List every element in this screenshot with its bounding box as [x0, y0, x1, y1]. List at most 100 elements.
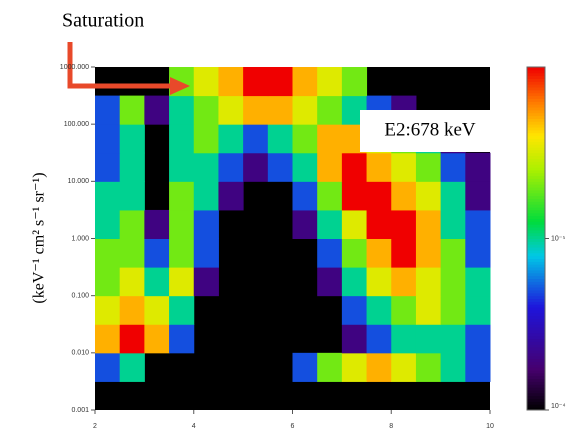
- cell: [366, 352, 392, 382]
- colorbar-step: [527, 344, 545, 348]
- cell: [292, 209, 318, 239]
- colorbar-step: [527, 72, 545, 77]
- cell: [292, 67, 318, 97]
- colorbar-step: [527, 338, 545, 342]
- cell: [317, 124, 343, 154]
- colorbar-step: [527, 341, 545, 345]
- colorbar: 10⁻⁴ 10⁻⁵: [526, 66, 566, 411]
- cell: [341, 267, 368, 297]
- annotation-box: [360, 110, 500, 152]
- colorbar-step: [527, 201, 545, 205]
- cell: [119, 152, 145, 182]
- colorbar-step: [527, 295, 545, 300]
- cell: [169, 209, 195, 239]
- cell: [415, 267, 442, 297]
- colorbar-step: [527, 84, 545, 88]
- cell: [440, 267, 466, 297]
- colorbar-step: [527, 278, 545, 282]
- cell: [267, 152, 293, 182]
- colorbar-step: [527, 227, 545, 231]
- cell: [169, 267, 195, 297]
- colorbar-step: [527, 261, 545, 265]
- x-tick-label: 6: [291, 423, 295, 430]
- cell: [119, 209, 145, 239]
- cell: [95, 95, 121, 125]
- cell: [169, 95, 195, 125]
- colorbar-step: [527, 155, 545, 159]
- colorbar-tick-label: 10⁻⁴: [551, 403, 566, 410]
- colorbar-step: [527, 92, 545, 97]
- cell: [415, 181, 442, 211]
- colorbar-step: [527, 69, 545, 74]
- cell: [391, 324, 417, 354]
- colorbar-step: [527, 364, 545, 368]
- colorbar-step: [527, 289, 545, 294]
- colorbar-step: [527, 372, 545, 377]
- cell: [144, 209, 170, 239]
- cell: [341, 181, 368, 211]
- cell: [391, 209, 417, 239]
- cell: [465, 352, 491, 382]
- colorbar-step: [527, 375, 545, 380]
- cell: [366, 324, 392, 354]
- cell: [292, 352, 318, 382]
- cell: [267, 124, 293, 154]
- colorbar-step: [527, 281, 545, 285]
- colorbar-step: [527, 167, 545, 171]
- cell: [218, 124, 244, 154]
- colorbar-step: [527, 387, 545, 391]
- colorbar-step: [527, 175, 545, 179]
- cell: [95, 181, 121, 211]
- cell: [95, 352, 121, 382]
- colorbar-step: [527, 121, 545, 125]
- colorbar-step: [527, 389, 545, 394]
- arrow: [67, 42, 172, 89]
- colorbar-step: [527, 352, 545, 357]
- colorbar-tick-label: 10⁻⁵: [551, 235, 565, 242]
- cell: [193, 209, 219, 239]
- cell: [317, 267, 343, 297]
- colorbar-step: [527, 181, 545, 185]
- cell: [243, 95, 269, 125]
- colorbar-step: [527, 369, 545, 374]
- colorbar-step: [527, 378, 545, 382]
- cell: [95, 267, 121, 297]
- cell: [218, 181, 244, 211]
- cell: [317, 67, 343, 97]
- cell: [119, 124, 145, 154]
- cell: [169, 295, 195, 325]
- cell: [391, 295, 417, 325]
- colorbar-step: [527, 252, 545, 257]
- cell: [267, 67, 293, 97]
- cell: [366, 238, 392, 268]
- colorbar-step: [527, 367, 545, 371]
- colorbar-step: [527, 138, 545, 142]
- cell: [440, 324, 466, 354]
- annotation: Saturation: [62, 10, 144, 32]
- colorbar-step: [527, 232, 545, 237]
- cell: [440, 238, 466, 268]
- colorbar-step: [527, 392, 545, 397]
- x-tick-label: 4: [192, 423, 196, 430]
- cell: [119, 295, 145, 325]
- colorbar-step: [527, 184, 545, 188]
- cell: [366, 295, 392, 325]
- cell: [95, 238, 121, 268]
- colorbar-step: [527, 95, 545, 99]
- x-tick-label: 2: [93, 423, 97, 430]
- y-tick-label: 10.000: [68, 178, 90, 185]
- colorbar-step: [527, 298, 545, 302]
- colorbar-step: [527, 347, 545, 351]
- cell: [317, 352, 343, 382]
- cell: [440, 152, 466, 182]
- colorbar-step: [527, 358, 545, 362]
- cell: [95, 295, 121, 325]
- cell: [193, 124, 219, 154]
- colorbar-step: [527, 107, 545, 111]
- colorbar-step: [527, 349, 545, 354]
- colorbar-step: [527, 98, 545, 102]
- colorbar-step: [527, 395, 545, 400]
- colorbar-step: [527, 118, 545, 122]
- colorbar-step: [527, 335, 545, 340]
